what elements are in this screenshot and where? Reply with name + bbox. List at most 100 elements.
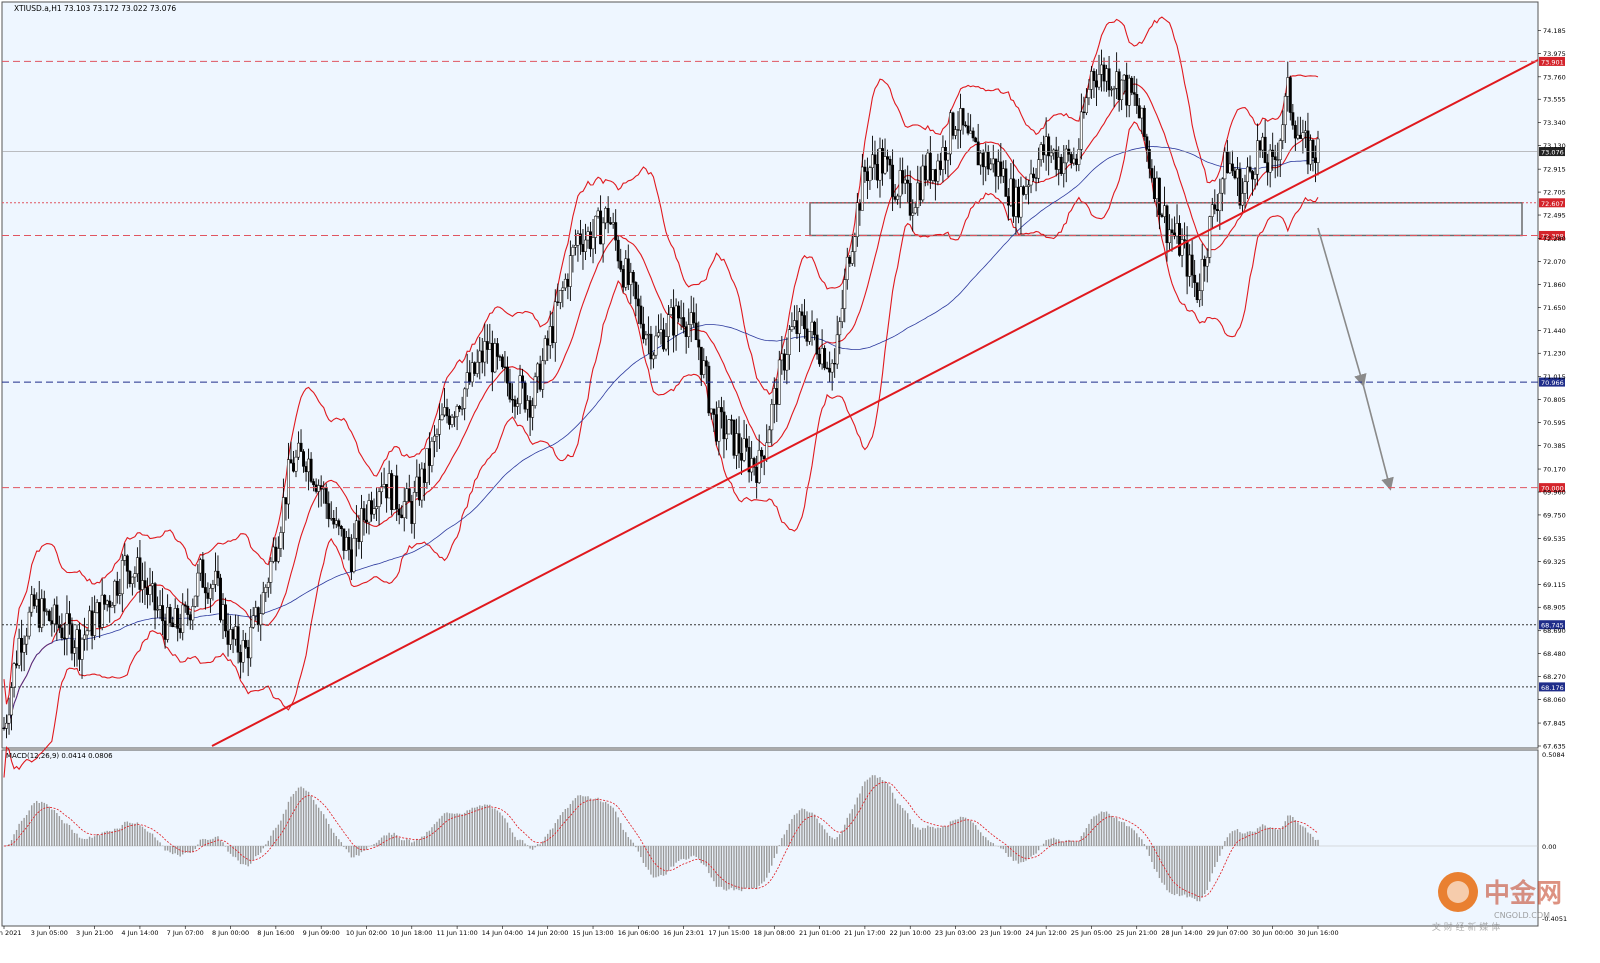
- candle-body[interactable]: [485, 341, 489, 350]
- candle-body[interactable]: [1014, 186, 1018, 217]
- candle-body[interactable]: [1044, 136, 1048, 156]
- candle-body[interactable]: [1253, 173, 1257, 180]
- candle-body[interactable]: [526, 400, 530, 410]
- candle-body[interactable]: [1145, 136, 1149, 150]
- candle-body[interactable]: [256, 607, 260, 626]
- candle-body[interactable]: [719, 407, 723, 413]
- candle-body[interactable]: [1069, 154, 1073, 164]
- candle-body[interactable]: [674, 305, 678, 336]
- candle-body[interactable]: [1074, 158, 1078, 165]
- candle-body[interactable]: [1105, 68, 1109, 82]
- candle-body[interactable]: [891, 164, 895, 197]
- candle-body[interactable]: [1064, 148, 1068, 164]
- candle-body[interactable]: [488, 342, 492, 350]
- candle-body[interactable]: [553, 301, 557, 344]
- candle-body[interactable]: [52, 604, 56, 625]
- candle-body[interactable]: [921, 165, 925, 201]
- candle-body[interactable]: [672, 307, 676, 336]
- candle-body[interactable]: [684, 326, 688, 337]
- candle-body[interactable]: [732, 419, 736, 456]
- candle-body[interactable]: [198, 559, 202, 574]
- candle-body[interactable]: [206, 592, 210, 599]
- candle-body[interactable]: [7, 714, 11, 724]
- candle-body[interactable]: [664, 336, 668, 350]
- candle-body[interactable]: [1235, 168, 1239, 179]
- candle-body[interactable]: [742, 438, 746, 461]
- candle-body[interactable]: [797, 311, 801, 334]
- candle-body[interactable]: [727, 419, 731, 435]
- candle-body[interactable]: [1175, 223, 1179, 237]
- candle-body[interactable]: [1268, 149, 1272, 173]
- candle-body[interactable]: [1132, 92, 1136, 95]
- candle-body[interactable]: [347, 537, 351, 550]
- candle-body[interactable]: [707, 365, 711, 414]
- candle-body[interactable]: [1054, 149, 1058, 170]
- candle-body[interactable]: [1241, 193, 1244, 206]
- candle-body[interactable]: [15, 663, 19, 666]
- candle-body[interactable]: [611, 222, 615, 225]
- candle-body[interactable]: [697, 339, 701, 348]
- candle-body[interactable]: [1165, 205, 1169, 244]
- candle-body[interactable]: [654, 335, 658, 356]
- candle-body[interactable]: [1127, 77, 1131, 106]
- candle-body[interactable]: [370, 500, 373, 515]
- candle-body[interactable]: [455, 406, 459, 417]
- candle-body[interactable]: [938, 160, 942, 170]
- candle-body[interactable]: [130, 576, 134, 584]
- candle-body[interactable]: [770, 404, 774, 431]
- candle-body[interactable]: [870, 154, 874, 168]
- candle-body[interactable]: [724, 433, 728, 440]
- ascending-trendline[interactable]: [211, 59, 1539, 747]
- candle-body[interactable]: [276, 548, 280, 562]
- candle-body[interactable]: [815, 334, 819, 355]
- bollinger-upper[interactable]: [3, 16, 1319, 705]
- candle-body[interactable]: [1233, 170, 1237, 179]
- candle-body[interactable]: [490, 342, 494, 373]
- candle-body[interactable]: [918, 182, 922, 201]
- candle-body[interactable]: [264, 587, 268, 593]
- candle-body[interactable]: [27, 611, 31, 637]
- candle-body[interactable]: [349, 549, 353, 572]
- candle-body[interactable]: [1057, 156, 1061, 170]
- candle-body[interactable]: [193, 595, 197, 607]
- candle-body[interactable]: [667, 314, 671, 337]
- candle-body[interactable]: [231, 629, 235, 640]
- candle-body[interactable]: [216, 570, 220, 579]
- candle-body[interactable]: [60, 627, 64, 639]
- candle-body[interactable]: [1256, 140, 1260, 175]
- candle-body[interactable]: [566, 278, 570, 287]
- candle-body[interactable]: [324, 488, 328, 504]
- candle-body[interactable]: [153, 583, 157, 611]
- candle-body[interactable]: [78, 629, 81, 660]
- candle-body[interactable]: [581, 244, 585, 252]
- candle-body[interactable]: [1112, 88, 1116, 90]
- candle-body[interactable]: [556, 301, 560, 303]
- candle-body[interactable]: [430, 440, 434, 466]
- candle-body[interactable]: [1311, 139, 1315, 159]
- candle-body[interactable]: [722, 411, 726, 440]
- candle-body[interactable]: [226, 630, 230, 645]
- candle-body[interactable]: [168, 606, 172, 624]
- candle-body[interactable]: [820, 348, 824, 365]
- candle-body[interactable]: [123, 555, 127, 561]
- candle-body[interactable]: [1266, 162, 1270, 173]
- candle-body[interactable]: [309, 458, 313, 482]
- candle-body[interactable]: [344, 537, 348, 551]
- candle-body[interactable]: [246, 647, 250, 659]
- candle-body[interactable]: [1147, 149, 1151, 169]
- candle-body[interactable]: [571, 246, 575, 256]
- candle-body[interactable]: [657, 332, 660, 337]
- candle-body[interactable]: [88, 610, 92, 632]
- candle-body[interactable]: [1097, 74, 1101, 88]
- candle-body[interactable]: [93, 612, 97, 636]
- candle-body[interactable]: [1122, 74, 1126, 81]
- candle-body[interactable]: [128, 571, 132, 584]
- candle-body[interactable]: [108, 600, 112, 608]
- candle-body[interactable]: [1281, 124, 1285, 141]
- candle-body[interactable]: [30, 594, 34, 613]
- candle-body[interactable]: [443, 407, 446, 416]
- candle-body[interactable]: [1152, 177, 1156, 199]
- candle-body[interactable]: [901, 170, 905, 184]
- candle-body[interactable]: [896, 195, 900, 200]
- candle-body[interactable]: [1223, 151, 1227, 180]
